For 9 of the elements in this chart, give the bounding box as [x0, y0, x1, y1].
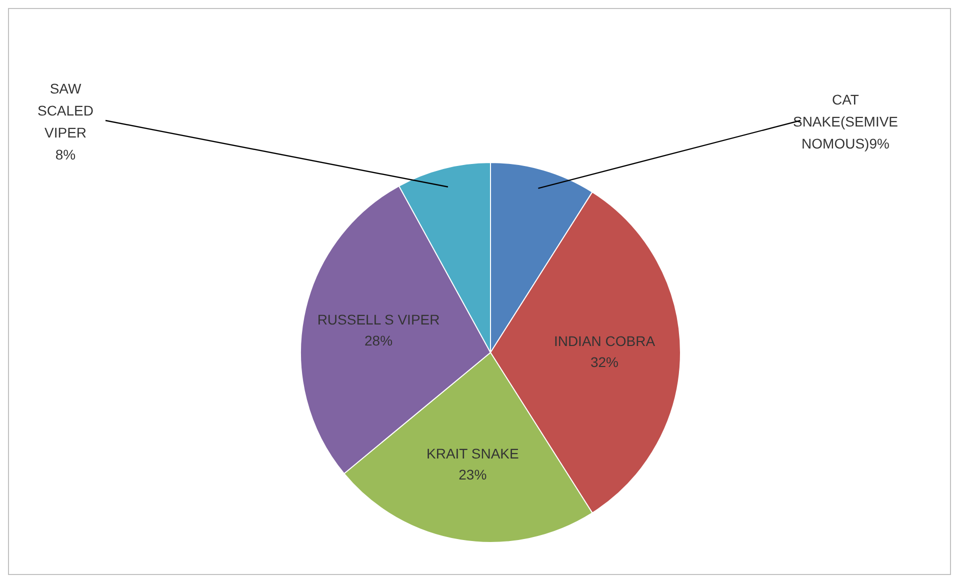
data-label: 23%	[458, 466, 487, 482]
data-label: 28%	[364, 332, 393, 348]
slice-label: RUSSELL S VIPER	[317, 312, 440, 328]
data-label: 32%	[590, 354, 619, 370]
slice-label: CAT SNAKE(SEMIVE NOMOUS)9%	[792, 91, 898, 152]
slice-label: SAW SCALED VIPER	[37, 80, 94, 140]
slice-label: KRAIT SNAKE	[426, 445, 519, 462]
data-label: 8%	[55, 146, 76, 162]
slice-label: INDIAN COBRA	[554, 332, 656, 349]
